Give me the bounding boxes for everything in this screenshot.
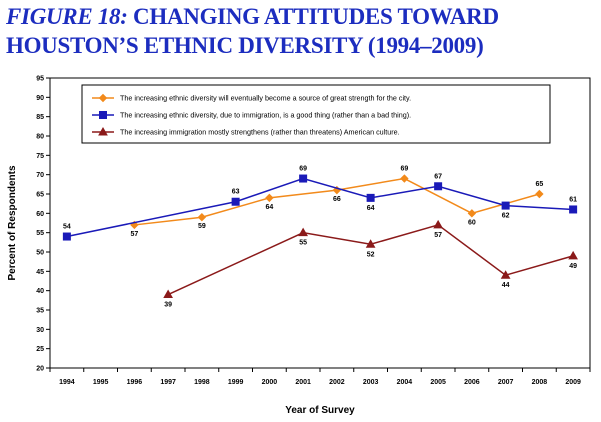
data-label: 60 [468, 219, 476, 226]
data-point [569, 205, 578, 214]
data-point [433, 219, 443, 229]
x-tick-label: 2005 [430, 379, 446, 386]
data-label: 54 [63, 224, 71, 231]
data-label: 65 [535, 181, 543, 188]
y-tick-label: 55 [36, 230, 44, 237]
data-label: 63 [232, 189, 240, 196]
y-tick-label: 85 [36, 114, 44, 121]
data-point [197, 212, 207, 222]
x-tick-label: 1995 [93, 379, 109, 386]
x-tick-label: 2003 [363, 379, 379, 386]
x-tick-label: 1997 [160, 379, 176, 386]
y-tick-label: 40 [36, 288, 44, 295]
x-tick-label: 2004 [397, 379, 413, 386]
data-point [501, 201, 510, 210]
data-label: 69 [299, 166, 307, 173]
y-tick-label: 45 [36, 269, 44, 276]
y-tick-label: 80 [36, 134, 44, 141]
figure-number: FIGURE 18: [6, 4, 128, 29]
y-tick-label: 50 [36, 250, 44, 257]
y-tick-label: 60 [36, 211, 44, 218]
data-point [365, 239, 376, 248]
data-label: 64 [367, 205, 375, 212]
x-tick-label: 2001 [295, 379, 311, 386]
legend-label: The increasing immigration mostly streng… [120, 128, 400, 137]
data-label: 57 [130, 231, 138, 238]
data-label: 67 [434, 173, 442, 180]
data-point [500, 270, 511, 279]
data-label: 49 [569, 263, 577, 270]
legend-marker [98, 93, 108, 103]
x-tick-label: 2007 [498, 379, 514, 386]
y-tick-label: 65 [36, 192, 44, 199]
data-label: 64 [265, 204, 273, 211]
legend-label: The increasing ethnic diversity, due to … [120, 111, 411, 120]
x-tick-label: 2006 [464, 379, 480, 386]
y-tick-label: 20 [36, 366, 44, 373]
legend-marker [99, 111, 107, 119]
data-point [366, 193, 375, 202]
x-tick-label: 1999 [228, 379, 244, 386]
data-point [298, 227, 308, 237]
series-line [66, 177, 574, 238]
y-tick-label: 95 [36, 76, 44, 83]
legend-label: The increasing ethnic diversity will eve… [120, 94, 411, 103]
y-tick-label: 75 [36, 153, 44, 160]
data-point [434, 182, 443, 191]
x-axis-title: Year of Survey [285, 405, 355, 416]
data-point [231, 197, 240, 206]
data-label: 44 [502, 282, 510, 289]
data-label: 59 [198, 223, 206, 230]
y-axis-title: Percent of Respondents [7, 165, 18, 280]
y-tick-label: 90 [36, 95, 44, 102]
legend [81, 84, 551, 144]
figure-title-text: CHANGING ATTITUDES TOWARD HOUSTON’S ETHN… [6, 4, 499, 58]
data-label: 61 [569, 196, 577, 203]
y-tick-label: 35 [36, 308, 44, 315]
series-line [167, 224, 574, 296]
x-tick-label: 1994 [59, 379, 75, 386]
data-point [299, 174, 308, 183]
x-tick-label: 1996 [127, 379, 143, 386]
data-point [265, 193, 274, 203]
y-tick-label: 30 [36, 327, 44, 334]
y-tick-label: 25 [36, 346, 44, 353]
data-point [163, 289, 173, 299]
data-point [568, 250, 578, 260]
data-point [467, 209, 477, 218]
data-label: 62 [502, 213, 510, 220]
data-label: 52 [367, 251, 375, 258]
data-label: 69 [400, 166, 408, 173]
x-tick-label: 1998 [194, 379, 210, 386]
figure-title: FIGURE 18: CHANGING ATTITUDES TOWARD HOU… [6, 2, 596, 60]
x-tick-label: 2009 [565, 379, 581, 386]
data-point [535, 189, 544, 199]
legend-marker [98, 126, 108, 136]
data-label: 66 [333, 196, 341, 203]
data-label: 39 [164, 302, 172, 309]
data-point [400, 174, 409, 183]
data-label: 57 [434, 232, 442, 239]
data-point [62, 232, 71, 241]
data-label: 55 [299, 240, 307, 247]
x-tick-label: 2008 [532, 379, 548, 386]
x-tick-label: 2000 [262, 379, 278, 386]
x-tick-label: 2002 [329, 379, 345, 386]
y-tick-label: 70 [36, 172, 44, 179]
